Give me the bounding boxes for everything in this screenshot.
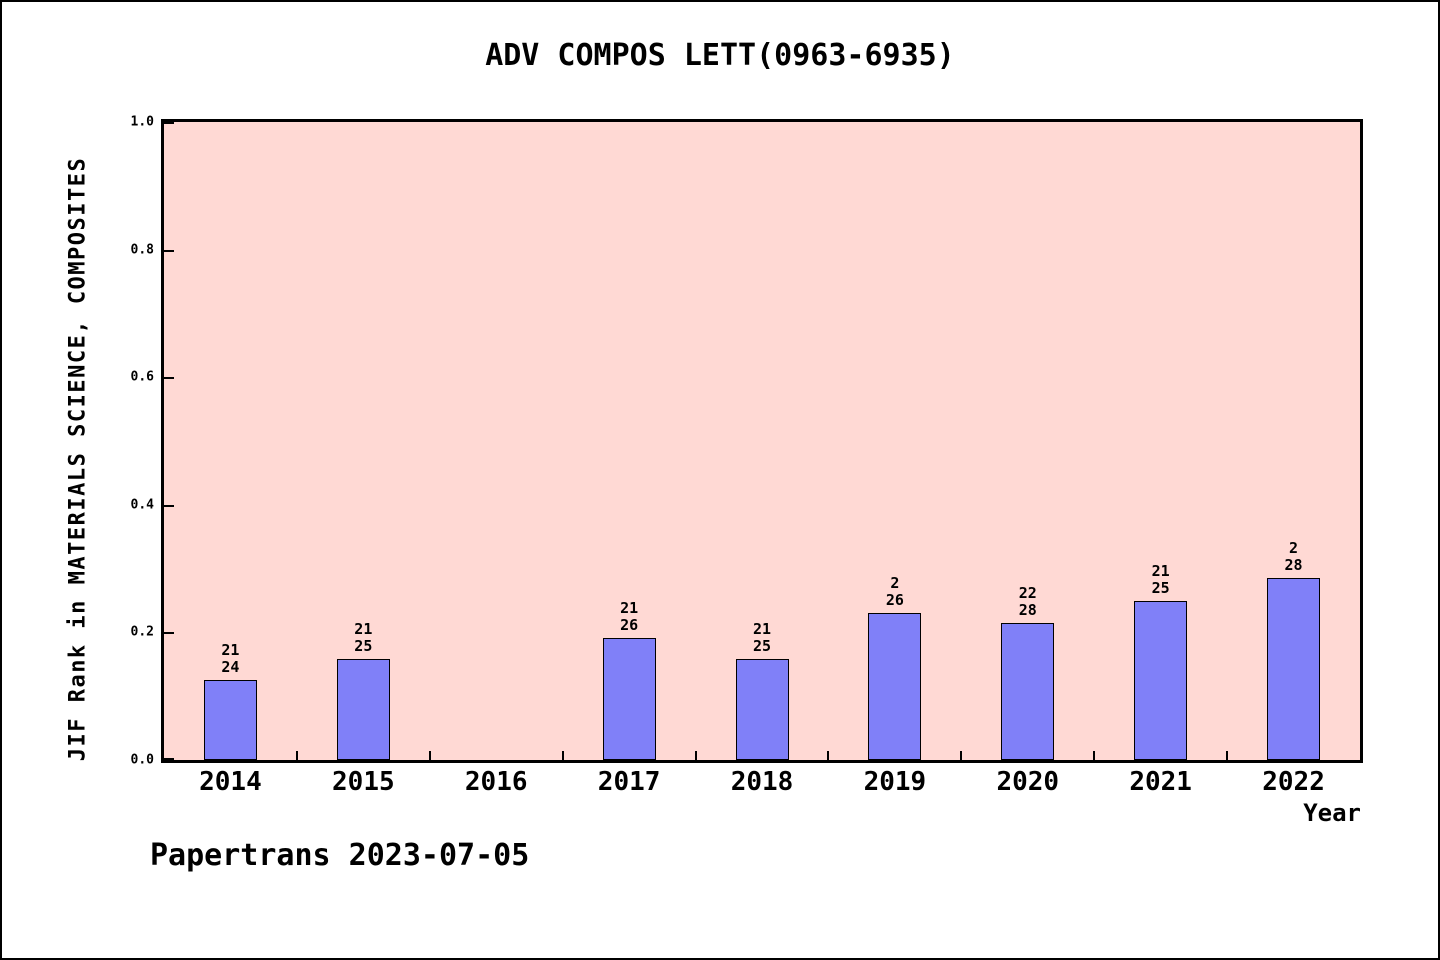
bar-label-numerator: 2 — [1289, 538, 1299, 557]
x-axis-tick — [960, 751, 963, 760]
bar-value-label-2021: 21 25 — [1152, 563, 1170, 597]
bar-label-denominator: 25 — [752, 637, 772, 656]
bar-2017 — [602, 637, 656, 760]
x-tick-label-2017: 2017 — [597, 767, 661, 797]
x-axis-tick — [1226, 751, 1229, 760]
x-axis-label: Year — [1303, 799, 1361, 827]
bar-label-denominator: 25 — [354, 637, 373, 656]
y-tick-label: 1.0 — [130, 114, 154, 130]
y-tick-label: 0.6 — [130, 369, 154, 385]
y-axis-tick — [164, 632, 174, 635]
bar-label-numerator: 22 — [1018, 583, 1037, 602]
y-axis-tick — [164, 504, 174, 507]
y-tick-label: 0.0 — [130, 752, 154, 768]
y-axis-tick — [164, 377, 174, 380]
x-tick-label-2018: 2018 — [730, 767, 794, 797]
bar-label-numerator: 21 — [620, 598, 639, 617]
x-axis-tick — [694, 751, 697, 760]
bar-label-denominator: 26 — [885, 591, 904, 610]
bar-label-denominator: 26 — [620, 615, 639, 634]
x-axis-tick — [1093, 751, 1096, 760]
bar-label-denominator: 25 — [1151, 579, 1170, 598]
bar-label-numerator: 21 — [221, 641, 240, 660]
y-tick-label: 0.2 — [130, 624, 154, 640]
x-axis-tick — [295, 751, 298, 760]
y-axis-tick — [164, 758, 174, 760]
bar-value-label-2022: 2 28 — [1284, 538, 1303, 574]
bar-label-denominator: 28 — [1284, 555, 1303, 574]
watermark-text: Papertrans 2023-07-05 — [150, 838, 530, 873]
bar-label-numerator: 21 — [752, 620, 772, 639]
bar-value-label-2018: 21 25 — [753, 621, 771, 655]
bar-label-denominator: 28 — [1018, 600, 1037, 619]
x-tick-label-2015: 2015 — [332, 767, 395, 797]
bar-2020 — [1001, 622, 1055, 760]
y-tick-label: 0.4 — [130, 497, 154, 513]
x-tick-label-2019: 2019 — [863, 767, 927, 797]
x-axis-tick — [428, 751, 431, 760]
bar-2019 — [868, 613, 922, 760]
plot-area: 21 24 21 25 21 26 21 25 2 26 22 28 21 25 2 28 — [161, 119, 1363, 763]
bar-label-denominator: 24 — [221, 658, 240, 677]
x-tick-label-2016: 2016 — [464, 767, 528, 797]
bar-2018 — [735, 659, 789, 760]
x-tick-label-2014: 2014 — [199, 767, 262, 797]
y-tick-label: 0.8 — [130, 242, 154, 258]
bar-value-label-2019: 2 26 — [886, 575, 904, 609]
y-axis-tick — [164, 249, 174, 252]
bar-2014 — [203, 680, 257, 760]
bar-label-numerator: 21 — [354, 620, 373, 639]
bar-value-label-2017: 21 26 — [620, 598, 639, 634]
bar-2015 — [336, 659, 390, 760]
bar-value-label-2020: 22 28 — [1018, 583, 1037, 619]
x-tick-label-2021: 2021 — [1129, 767, 1192, 797]
x-axis-tick — [561, 751, 564, 760]
y-axis-label: JIF Rank in MATERIALS SCIENCE, COMPOSITE… — [65, 156, 91, 762]
x-axis-tick — [827, 751, 830, 760]
bar-value-label-2014: 21 24 — [221, 642, 239, 676]
bar-label-numerator: 21 — [1151, 562, 1170, 581]
bar-2021 — [1134, 601, 1188, 760]
y-axis-tick — [164, 122, 174, 124]
x-tick-label-2020: 2020 — [996, 767, 1060, 797]
chart-title: ADV COMPOS LETT(0963-6935) — [485, 38, 955, 73]
bar-value-label-2015: 21 25 — [354, 621, 372, 655]
bar-2022 — [1267, 577, 1321, 760]
bar-label-numerator: 2 — [890, 574, 900, 593]
x-tick-label-2022: 2022 — [1262, 767, 1325, 797]
